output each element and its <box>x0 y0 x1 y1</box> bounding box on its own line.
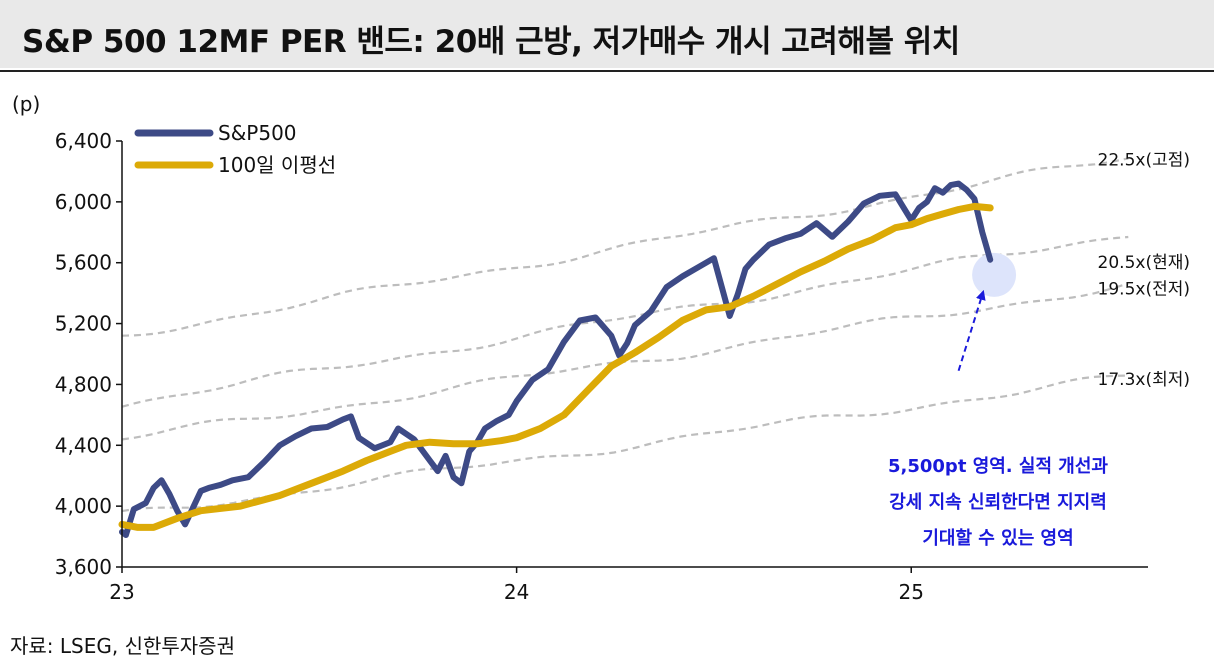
source-note: 자료: LSEG, 신한투자증권 <box>10 634 235 658</box>
y-axis-unit: (p) <box>12 92 40 116</box>
x-tick-label-1: 24 <box>504 580 529 604</box>
annotation-arrow <box>957 289 986 372</box>
title-divider <box>0 70 1214 72</box>
band-label-3: 19.5x(전저) <box>1098 280 1190 300</box>
y-tick-label-6: 6,000 <box>55 190 112 214</box>
y-tick-label-7: 6,400 <box>55 129 112 153</box>
y-tick-label-4: 5,200 <box>55 312 112 336</box>
x-tick-label-0: 23 <box>109 580 134 604</box>
per-band-chart: 22.5x(고점) 20.5x(현재) 19.5x(전저) 17.3x(최저) (p)… <box>12 92 1190 604</box>
band-label-4: 17.3x(최저) <box>1098 370 1190 390</box>
legend: S&P500 100일 이평선 <box>134 121 336 177</box>
annotation-line-2: 강세 지속 신뢰한다면 지지력 <box>889 492 1107 513</box>
y-tick-label-3: 4,800 <box>55 372 112 396</box>
chart-title: S&P 500 12MF PER 밴드: 20배 근방, 저가매수 개시 고려해… <box>22 24 960 60</box>
band-label-1: 22.5x(고점) <box>1098 151 1190 171</box>
series-layer <box>118 180 994 538</box>
x-tick-label-2: 25 <box>899 580 924 604</box>
legend-label-ma100: 100일 이평선 <box>218 153 336 177</box>
y-tick-label-1: 4,000 <box>55 494 112 518</box>
y-tick-label-0: 3,600 <box>55 555 112 579</box>
band-label-2: 20.5x(현재) <box>1098 253 1190 273</box>
series-line-ma100 <box>118 202 994 531</box>
series-line-sp500 <box>119 180 994 538</box>
band-line-1 <box>121 157 1129 337</box>
y-tick-label-5: 5,600 <box>55 251 112 275</box>
band-line-2 <box>121 235 1129 408</box>
annotation-line-3: 기대할 수 있는 영역 <box>922 527 1073 549</box>
annotation-line-1: 5,500pt 영역. 실적 개선과 <box>888 456 1108 477</box>
axis-layer: (p) 3,600 4,000 4,400 4,800 5,200 5,600 6,000 6,… <box>12 92 1148 604</box>
y-tick-label-2: 4,400 <box>55 433 112 457</box>
support-zone-highlight <box>972 252 1017 297</box>
legend-label-sp500: S&P500 <box>218 121 297 145</box>
title-bar: S&P 500 12MF PER 밴드: 20배 근방, 저가매수 개시 고려해… <box>0 0 1214 68</box>
highlight-layer <box>972 252 1017 297</box>
band-line-4 <box>121 374 1129 513</box>
